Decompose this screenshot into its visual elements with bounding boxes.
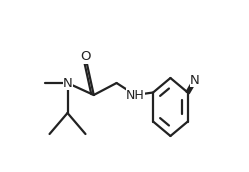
- Text: NH: NH: [126, 89, 145, 101]
- Text: O: O: [80, 51, 91, 63]
- Text: N: N: [63, 77, 72, 89]
- Text: N: N: [190, 74, 199, 87]
